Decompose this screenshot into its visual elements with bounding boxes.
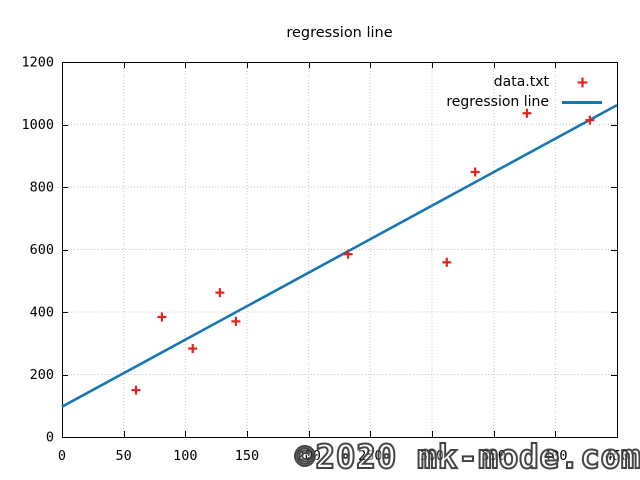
y-tick-label: 0 [46,430,54,446]
legend-item-data: data.txt [446,72,607,92]
x-tick-label: 300 [420,448,444,464]
x-tick-label: 100 [173,448,197,464]
y-tick-label: 600 [30,242,54,258]
x-tick-label: 0 [58,448,66,464]
y-tick-label: 200 [30,367,54,383]
x-tick-label: 450 [605,448,629,464]
regression-line [61,103,618,408]
y-tick-label: 1200 [21,55,54,71]
x-tick-label: 150 [235,448,259,464]
y-tick-label: 1000 [21,117,54,133]
line-sample-icon [557,100,607,104]
y-tick-label: 800 [30,180,54,196]
legend-label-line: regression line [446,94,549,110]
chart-title: regression line [286,25,393,41]
plot-border [62,62,618,438]
x-tick-label: 50 [116,448,132,464]
x-tick-label: 400 [543,448,567,464]
legend-label-data: data.txt [493,74,549,90]
x-tick-label: 350 [481,448,505,464]
y-tick-label: 400 [30,305,54,321]
x-tick-label: 250 [358,448,382,464]
x-tick-label: 200 [296,448,320,464]
legend-item-line: regression line [446,92,607,112]
plus-marker-icon [557,76,607,89]
legend: data.txt regression line [446,72,607,112]
watermark: ©2020 mk-mode.com [294,437,640,477]
